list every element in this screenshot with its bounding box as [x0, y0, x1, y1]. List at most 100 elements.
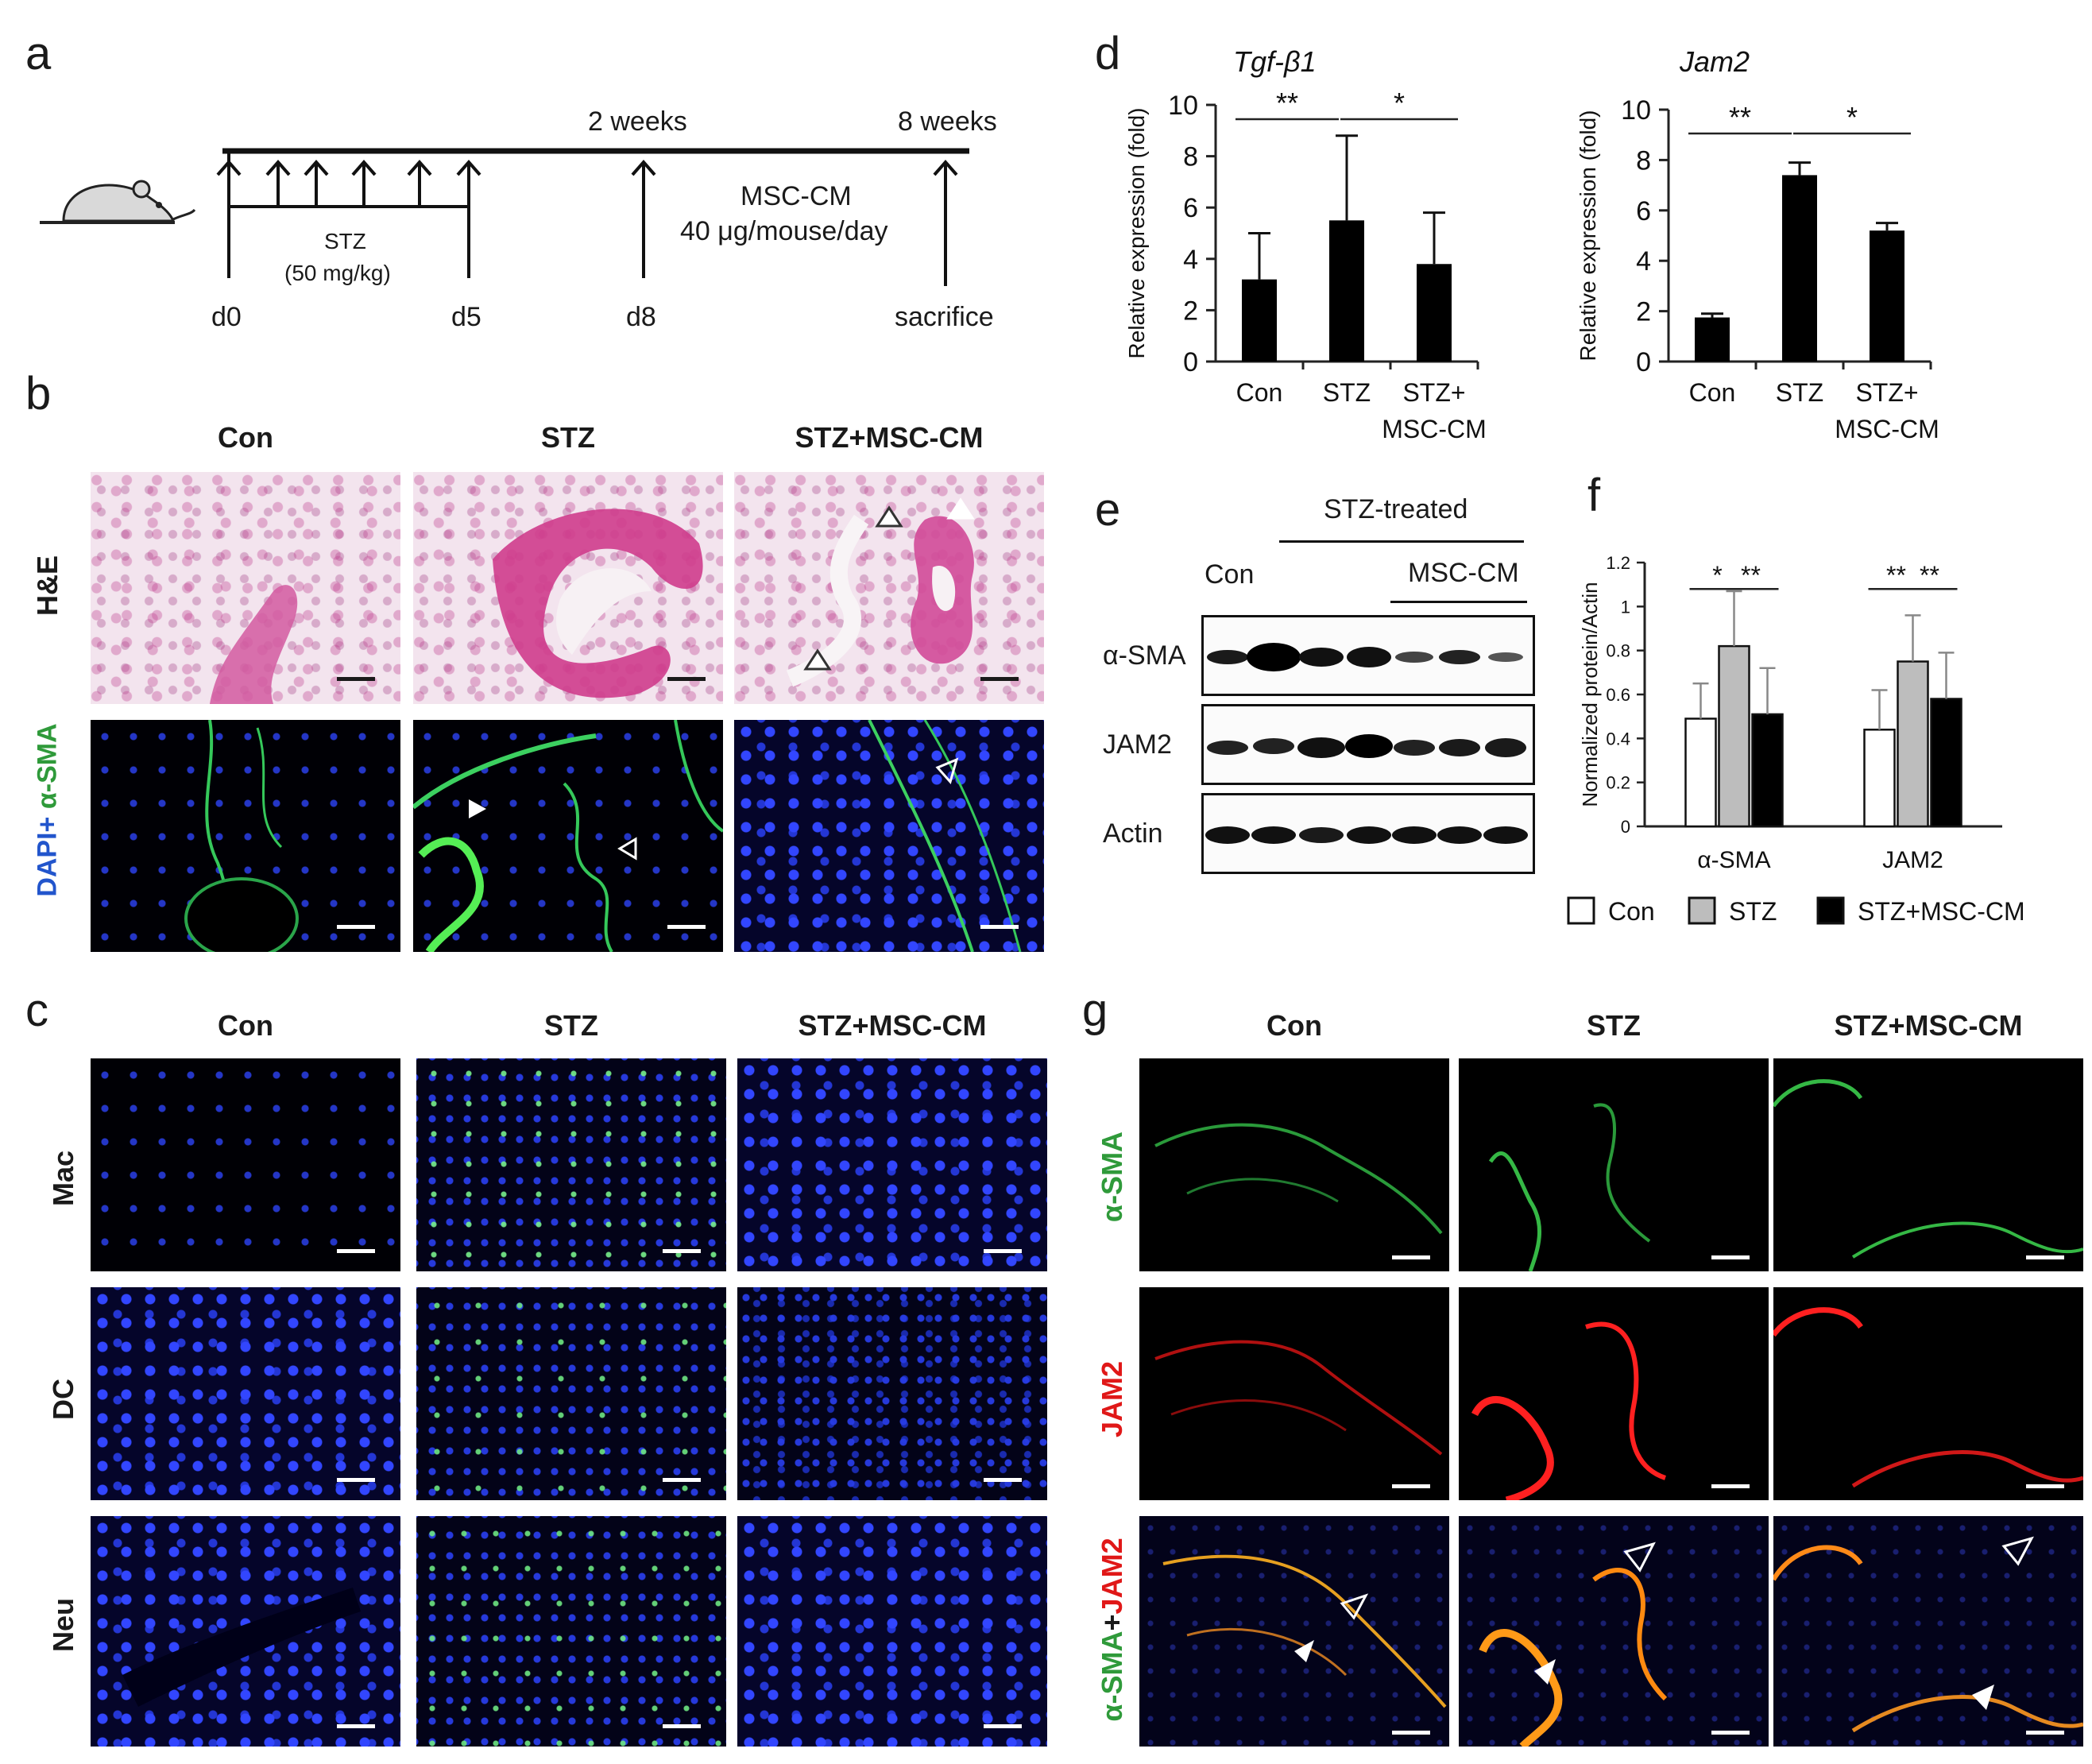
y-tick-label: 0.4: [1606, 729, 1630, 749]
open-arrowhead-icon: [875, 505, 903, 528]
y-tick-label: 0: [1183, 347, 1198, 377]
y-tick-label: 0.8: [1606, 641, 1630, 661]
significance-label: *: [1712, 561, 1722, 590]
neu-image-con: [91, 1516, 400, 1747]
bar: [1329, 220, 1364, 362]
panel-a-timeline: 2 weeks 8 weeks STZ (50 mg/kg) MSC-CM 40…: [32, 95, 1017, 350]
label-d0: d0: [211, 302, 242, 332]
neu-con-structure: [122, 1588, 361, 1707]
chart-tgfb1: Tgf-β1 0 2 4 6 8 10 Relative expression (fold) C…: [1124, 45, 1487, 443]
significance-label: **: [1729, 101, 1751, 133]
dapi-sma-image-stz-mscm: [734, 720, 1044, 952]
panel-g-row-merge: α-SMA+JAM2: [1096, 1518, 1129, 1741]
scale-bar: [337, 1724, 375, 1728]
x-tick-label: STZ: [1323, 378, 1371, 407]
g-jam2-image-stz-mscm: [1773, 1287, 2083, 1500]
y-tick-label: 10: [1621, 95, 1651, 126]
y-tick-label: 0.2: [1606, 773, 1630, 793]
panel-b-col-con: Con: [218, 421, 273, 454]
scale-bar: [1711, 1731, 1750, 1735]
panel-letter-a: a: [25, 28, 52, 79]
label-8-weeks: 8 weeks: [898, 106, 997, 137]
label-stz-dose: (50 mg/kg): [284, 261, 391, 285]
bar: [1863, 729, 1896, 828]
label-sacrifice: sacrifice: [895, 302, 994, 332]
scale-bar: [337, 925, 375, 929]
panel-b-row-he: H&E: [31, 555, 64, 617]
filled-arrowhead-icon: [1534, 1659, 1556, 1685]
he-image-stz: [413, 472, 723, 704]
g-merge-image-stz: [1459, 1516, 1769, 1747]
legend-swatch: [1688, 896, 1716, 925]
he-stz-mscm-structure: [786, 497, 975, 687]
dapi-label: DAPI+: [32, 816, 63, 897]
g-sma-image-stz-mscm: [1773, 1058, 2083, 1271]
panel-g-col-stz: STZ: [1587, 1009, 1641, 1042]
filled-arrowhead-icon: [1294, 1640, 1314, 1662]
blot-sma: [1201, 615, 1535, 696]
chart-title: Tgf-β1: [1233, 45, 1317, 78]
legend-label: STZ+MSC-CM: [1858, 897, 2025, 926]
blot-con-label: Con: [1205, 559, 1255, 590]
label-mscm: MSC-CM: [741, 181, 852, 211]
panel-c-col-stz-mscm: STZ+MSC-CM: [798, 1009, 987, 1042]
scale-bar: [1392, 1484, 1430, 1488]
scale-bar: [663, 1478, 701, 1482]
filled-arrowhead-icon: [469, 799, 486, 818]
scale-bar: [663, 1249, 701, 1253]
mac-image-stz-mscm: [737, 1058, 1047, 1271]
blot-jam2: [1201, 704, 1535, 785]
y-tick-label: 2: [1636, 297, 1651, 327]
dc-image-stz-mscm: [737, 1287, 1047, 1500]
bar: [1718, 644, 1750, 828]
panel-g-row-sma: α-SMA: [1096, 1131, 1128, 1223]
bar: [1930, 698, 1962, 828]
legend-swatch: [1816, 896, 1845, 925]
panel-letter-f: f: [1587, 470, 1601, 521]
scale-bar: [337, 1249, 375, 1253]
merge-jam2-label: JAM2: [1096, 1538, 1128, 1615]
x-tick-label: Con: [1689, 378, 1736, 407]
chart-jam2: Jam2 0 2 4 6 8 10 Relative expression (fold) Con…: [1576, 45, 1939, 443]
y-tick-label: 2: [1183, 296, 1198, 326]
panel-c-row-neu: Neu: [47, 1598, 79, 1653]
blot-mscm-line: [1390, 601, 1527, 603]
g-merge-image-con: [1139, 1516, 1449, 1747]
legend-label: STZ: [1729, 897, 1777, 926]
mac-image-stz: [416, 1058, 726, 1271]
legend-label: Con: [1608, 897, 1655, 926]
sma-label: α-SMA: [32, 723, 63, 817]
he-image-con: [91, 472, 400, 704]
filled-arrowhead-icon: [1972, 1685, 1994, 1710]
sma-stz-signal: [413, 720, 723, 952]
bar: [1782, 175, 1817, 362]
panel-g-col-stz-mscm: STZ+MSC-CM: [1834, 1009, 2023, 1042]
bar: [1751, 713, 1784, 828]
y-tick-label: 1: [1621, 597, 1630, 617]
dapi-sma-image-con: [91, 720, 400, 952]
g-jam2-image-stz: [1459, 1287, 1769, 1500]
scale-bar: [2026, 1484, 2064, 1488]
sma-con-signal: [184, 720, 299, 952]
he-image-stz-mscm: [734, 472, 1044, 704]
panel-c-row-mac: Mac: [47, 1150, 79, 1207]
x-tick-label: STZ+: [1402, 378, 1465, 407]
dc-image-con: [91, 1287, 400, 1500]
legend-swatch: [1567, 896, 1595, 925]
chart-title: Jam2: [1679, 45, 1750, 78]
x-tick-label: α-SMA: [1697, 847, 1770, 873]
panel-c-col-con: Con: [218, 1009, 273, 1042]
bar: [1242, 279, 1277, 362]
y-axis-label: Normalized protein/Actin: [1578, 582, 1602, 807]
g-sma-image-con: [1139, 1058, 1449, 1271]
dapi-sma-image-stz: [413, 720, 723, 952]
mouse-icon: [40, 180, 196, 224]
merge-sma-label: α-SMA: [1096, 1631, 1128, 1722]
scale-bar: [1392, 1731, 1430, 1735]
x-tick-label: STZ: [1776, 378, 1823, 407]
merge-plus: +: [1096, 1614, 1128, 1631]
he-stz-structure: [493, 509, 703, 698]
blot-actin-bands: [1205, 826, 1528, 844]
blot-group-line: [1279, 540, 1524, 543]
